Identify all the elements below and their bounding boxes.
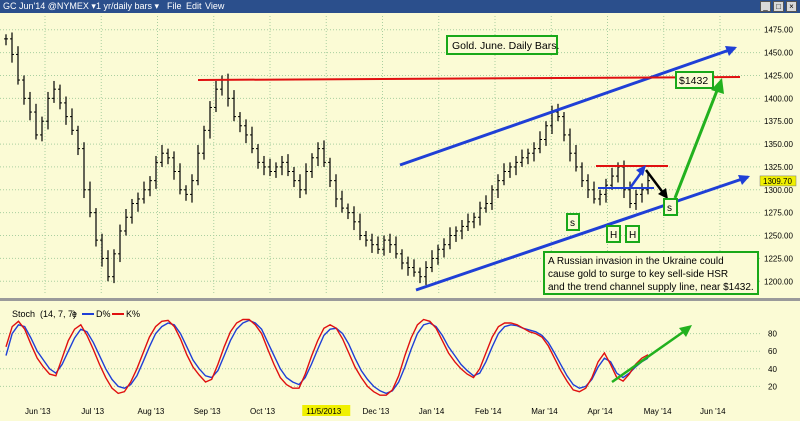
- time-tick-label: Sep '13: [194, 407, 221, 416]
- arrow-up-icon: [711, 78, 724, 94]
- price-tag-background: [759, 175, 797, 187]
- arrow-right-icon: [738, 175, 750, 185]
- time-tick-label: Jul '13: [81, 407, 104, 416]
- time-tick-label: Apr '14: [588, 407, 614, 416]
- h-marker-left: [606, 225, 621, 243]
- title-box: [446, 35, 558, 55]
- s-label-right: s: [667, 203, 672, 214]
- target-box: [675, 71, 714, 89]
- time-tick-label: Dec '13: [363, 407, 390, 416]
- time-tick-label: Oct '13: [250, 407, 276, 416]
- price-tick-label: 1250.00: [764, 232, 793, 241]
- chevron-down-icon: ▾: [91, 1, 96, 11]
- price-tick-label: 1225.00: [764, 254, 793, 263]
- price-tick-label: 1475.00: [764, 26, 793, 35]
- symbol-selector[interactable]: GC Jun'14 @NYMEX ▾: [3, 0, 96, 13]
- channel-lower-line: [415, 175, 749, 292]
- last-price-tag: 1309.70: [759, 175, 797, 187]
- stoch-tick-label: 40: [768, 365, 777, 374]
- note-line-3: and the trend channel supply line, near …: [548, 282, 754, 293]
- d-legend-label: D%: [96, 309, 111, 319]
- stoch-tick-label: 80: [768, 330, 777, 339]
- pane-divider[interactable]: [0, 298, 800, 301]
- price-tick-label: 1200.00: [764, 277, 793, 286]
- arrow-right-icon: [725, 46, 737, 56]
- channel-upper-line: [399, 46, 736, 167]
- stoch-d-line: [5, 319, 649, 395]
- stoch-name: Stoch: [12, 309, 35, 319]
- note-line-1: A Russian invasion in the Ukraine could: [548, 256, 724, 267]
- price-tick-label: 1375.00: [764, 117, 793, 126]
- chevron-down-icon: ▾: [154, 1, 160, 11]
- last-price-label: 1309.70: [763, 177, 792, 186]
- stoch-params: (14, 7, 7): [40, 309, 76, 319]
- time-tick-label: Jun '14: [700, 407, 726, 416]
- stoch-grid: 20 40 60 80: [0, 330, 777, 391]
- arrow-up-icon: [679, 325, 692, 337]
- stoch-params-suffix: e: [72, 309, 77, 319]
- stoch-k-line: [5, 318, 649, 396]
- h-marker-right: [625, 225, 640, 243]
- chart-title: Gold. June. Daily Bars.: [452, 40, 559, 52]
- projection-arrow: [673, 87, 720, 199]
- date-highlight: [302, 405, 351, 416]
- menu-edit[interactable]: Edit: [186, 1, 202, 11]
- price-tick-label: 1325.00: [764, 163, 793, 172]
- stoch-lines: [5, 318, 649, 396]
- title-bar: GC Jun'14 @NYMEX ▾ 1 yr/daily bars ▾ Fil…: [0, 0, 800, 13]
- price-tick-label: 1450.00: [764, 49, 793, 58]
- time-tick-label: May '14: [644, 407, 672, 416]
- note-box: [543, 251, 759, 295]
- price-tick-label: 1275.00: [764, 209, 793, 218]
- stoch-tick-label: 20: [768, 382, 777, 391]
- symbol-label: GC Jun'14 @NYMEX: [3, 1, 89, 11]
- time-tick-label: Feb '14: [475, 407, 502, 416]
- minimize-button[interactable]: _: [760, 1, 771, 12]
- time-tick-label: Jan '14: [419, 407, 445, 416]
- price-tick-label: 1425.00: [764, 71, 793, 80]
- price-tick-label: 1400.00: [764, 94, 793, 103]
- time-tick-label: Jun '13: [25, 407, 51, 416]
- maximize-button[interactable]: □: [773, 1, 784, 12]
- menu-file[interactable]: File: [167, 1, 182, 11]
- stoch-header: Stoch (14, 7, 7) e D% K%: [12, 309, 140, 319]
- price-tick-label: 1350.00: [764, 140, 793, 149]
- time-tick-label: 11/5/2013: [306, 407, 342, 416]
- stoch-tick-label: 60: [768, 347, 777, 356]
- arrow-down-icon: [658, 188, 668, 199]
- price-tick-label: 1300.00: [764, 186, 793, 195]
- s-marker-right: [663, 198, 678, 216]
- menu-view[interactable]: View: [205, 1, 225, 11]
- h-label-right: H: [629, 230, 636, 241]
- interval-label: 1 yr/daily bars: [96, 1, 153, 11]
- interval-selector[interactable]: 1 yr/daily bars ▾: [96, 0, 159, 13]
- s-marker-left: [566, 213, 580, 231]
- x-axis: Jun '13 Jul '13 Aug '13 Sep '13 Oct '13 11/5/…: [25, 405, 726, 416]
- s-label-left: s: [570, 218, 575, 229]
- price-bars: [4, 32, 650, 285]
- resistance-line-main: [197, 76, 741, 81]
- target-label: $1432: [679, 75, 708, 87]
- close-button[interactable]: ×: [786, 1, 797, 12]
- arrow-up-icon: [636, 165, 646, 176]
- time-tick-label: Aug '13: [138, 407, 165, 416]
- h-label-left: H: [610, 230, 617, 241]
- small-down-arrow: [645, 169, 665, 195]
- stoch-up-arrow: [611, 328, 687, 384]
- note-line-2: cause gold to surge to key sell-side HSR: [548, 269, 728, 280]
- k-legend-label: K%: [126, 309, 140, 319]
- time-tick-label: Mar '14: [531, 407, 558, 416]
